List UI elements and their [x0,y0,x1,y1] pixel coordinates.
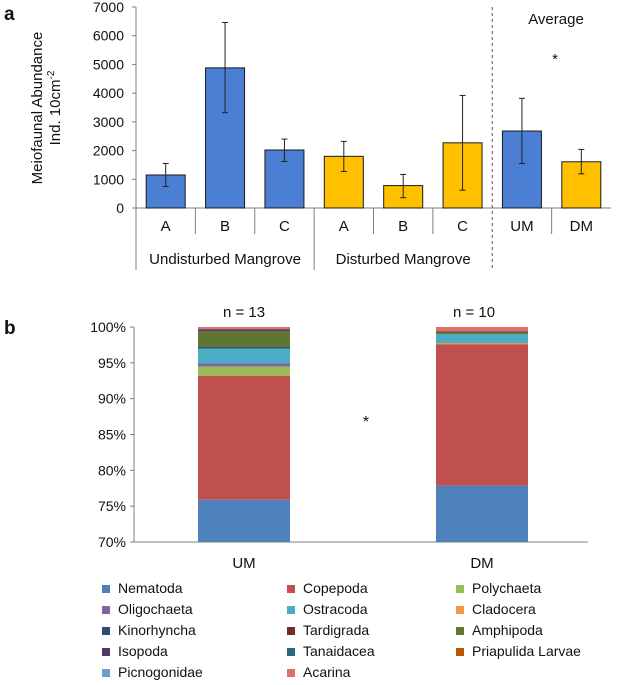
legend-label: Tanaidacea [303,643,375,659]
y-tick-label: 80% [98,462,126,478]
stack-segment [436,485,528,542]
panel-a-chart: 0 1000 2000 3000 4000 5000 6000 7000 A B C A B C UM DM U… [93,0,611,270]
y-tick-label: 1000 [93,171,124,187]
panel-a-label: a [4,4,15,25]
stack-segment [436,342,528,345]
ylabel-unit: Ind. 10cm [47,80,64,146]
stack-segment [436,331,528,333]
stack-segment [198,347,290,349]
stack-segment [198,363,290,367]
panel-b-label: b [4,318,16,339]
stack-segment [198,331,290,348]
legend-label: Nematoda [118,580,183,596]
group-label: Undisturbed Mangrove [149,251,301,268]
stack-segment [436,327,528,332]
panel-a-ylabel: Meiofaunal Abundance [29,32,46,185]
panel-b-chart: 70% 75% 80% 85% 90% 95% 100% UM DM [90,319,588,572]
legend-label: Polychaeta [472,580,541,596]
legend-label: Picnogonidae [118,664,203,680]
y-tick-label: 6000 [93,28,124,44]
y-tick-label: 90% [98,391,126,407]
legend-swatch [102,585,110,593]
x-tick-label: C [457,218,468,235]
legend-label: Ostracoda [303,601,368,617]
legend-swatch [102,627,110,635]
y-tick-label: 75% [98,498,126,514]
average-label: Average [528,11,584,28]
legend-swatch [287,669,295,677]
legend-swatch [287,585,295,593]
stack-segment [198,499,290,542]
n-label-um: n = 13 [223,304,265,321]
bar [205,67,246,209]
legend-label: Copepoda [303,580,368,596]
y-tick-label: 4000 [93,85,124,101]
x-tick-label: UM [232,555,255,572]
legend-label: Priapulida Larvae [472,643,581,659]
legend-label: Oligochaeta [118,601,193,617]
y-tick-label: 5000 [93,56,124,72]
n-label-dm: n = 10 [453,304,495,321]
y-tick-label: 3000 [93,114,124,130]
legend-swatch [287,648,295,656]
x-tick-label: UM [510,218,533,235]
stack-segment [198,327,290,330]
y-tick-label: 70% [98,534,126,550]
x-tick-label: C [279,218,290,235]
legend-swatch [456,648,464,656]
legend-label: Cladocera [472,601,536,617]
legend-swatch [456,627,464,635]
x-tick-label: DM [470,555,493,572]
stack-segment [198,329,290,332]
x-tick-label: B [398,218,408,235]
x-tick-label: DM [570,218,593,235]
legend-label: Tardigrada [303,622,369,638]
stack-segment [436,344,528,486]
legend-swatch [456,606,464,614]
legend-label: Acarina [303,664,351,680]
legend-label: Isopoda [118,643,168,659]
stack-segment [436,342,528,343]
legend-swatch [287,606,295,614]
y-tick-label: 7000 [93,0,124,15]
y-tick-label: 95% [98,355,126,371]
panel-b-significance: * [363,414,369,431]
panel-a-significance: * [552,51,558,68]
y-tick-label: 0 [116,200,124,216]
y-tick-label: 85% [98,427,126,443]
legend-swatch [102,669,110,677]
legend-swatch [102,648,110,656]
stack-segment [436,334,528,343]
y-tick-label: 100% [90,319,126,335]
legend-label: Kinorhyncha [118,622,196,638]
x-tick-label: A [339,218,349,235]
x-tick-label: B [220,218,230,235]
stack-segment [198,366,290,376]
group-label: Disturbed Mangrove [336,251,471,268]
legend-swatch [102,606,110,614]
legend: Nematoda Copepoda Polychaeta Oligochaeta Ost… [102,580,581,680]
x-tick-label: A [161,218,171,235]
legend-swatch [287,627,295,635]
panel-a-ylabel-line2: Ind. 10cm-2 [46,70,64,145]
legend-label: Amphipoda [472,622,543,638]
ylabel-superscript: -2 [46,70,57,79]
bar [145,174,186,209]
stack-segment [436,332,528,335]
y-tick-label: 2000 [93,143,124,159]
stack-segment [198,375,290,500]
legend-swatch [456,585,464,593]
stack-segment [198,348,290,364]
